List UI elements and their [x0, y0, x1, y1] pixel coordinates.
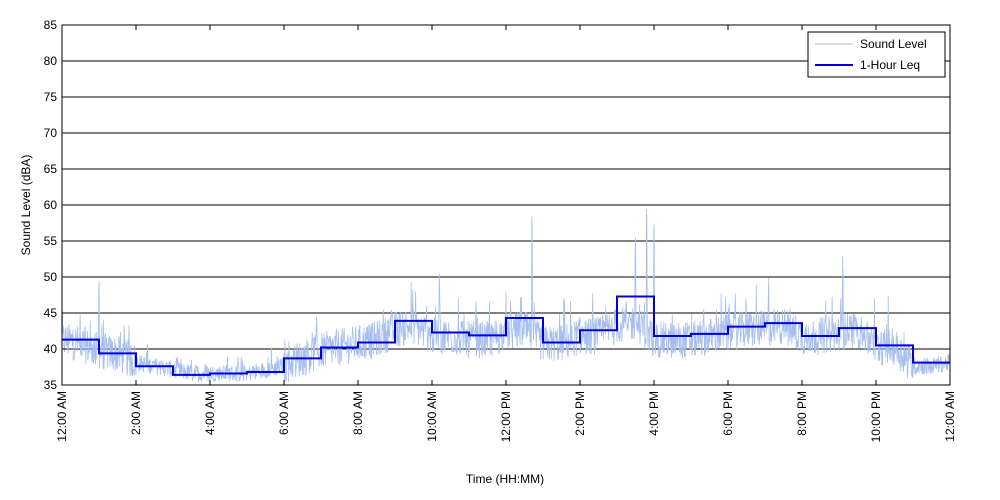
x-tick-label: 2:00 AM [129, 391, 143, 435]
y-tick-label: 35 [44, 378, 58, 392]
y-tick-label: 65 [44, 162, 58, 176]
x-tick-label: 12:00 AM [943, 391, 957, 442]
x-axis-ticks: 12:00 AM 2:00 AM 4:00 AM 6:00 AM 8:00 AM 10:0… [55, 25, 957, 442]
leq-series [62, 295, 950, 376]
y-tick-label: 70 [44, 126, 58, 140]
y-axis-title: Sound Level (dBA) [19, 155, 33, 256]
x-tick-label: 8:00 PM [795, 391, 809, 436]
y-tick-label: 40 [44, 342, 58, 356]
y-tick-label: 55 [44, 234, 58, 248]
x-tick-label: 10:00 PM [869, 391, 883, 442]
x-tick-label: 6:00 AM [277, 391, 291, 435]
legend-leq-label: 1-Hour Leq [860, 58, 920, 72]
x-tick-label: 4:00 AM [203, 391, 217, 435]
y-tick-label: 50 [44, 270, 58, 284]
x-tick-label: 12:00 AM [55, 391, 69, 442]
leq-step-line [62, 295, 950, 376]
legend-box [807, 31, 946, 78]
y-tick-label: 45 [44, 306, 58, 320]
x-tick-label: 2:00 PM [573, 391, 587, 436]
x-tick-label: 8:00 AM [351, 391, 365, 435]
x-tick-label: 12:00 PM [499, 391, 513, 442]
y-tick-label: 85 [44, 18, 58, 32]
x-tick-label: 4:00 PM [647, 391, 661, 436]
x-tick-label: 6:00 PM [721, 391, 735, 436]
y-tick-label: 80 [44, 54, 58, 68]
y-tick-label: 60 [44, 198, 58, 212]
x-axis-title: Time (HH:MM) [466, 472, 544, 486]
y-tick-label: 75 [44, 90, 58, 104]
y-axis-ticks: 35 40 45 50 55 60 65 70 75 80 85 [44, 18, 950, 392]
legend: Sound Level 1-Hour Leq [807, 31, 946, 78]
legend-sound-level-label: Sound Level [860, 37, 927, 51]
x-tick-label: 10:00 AM [425, 391, 439, 442]
